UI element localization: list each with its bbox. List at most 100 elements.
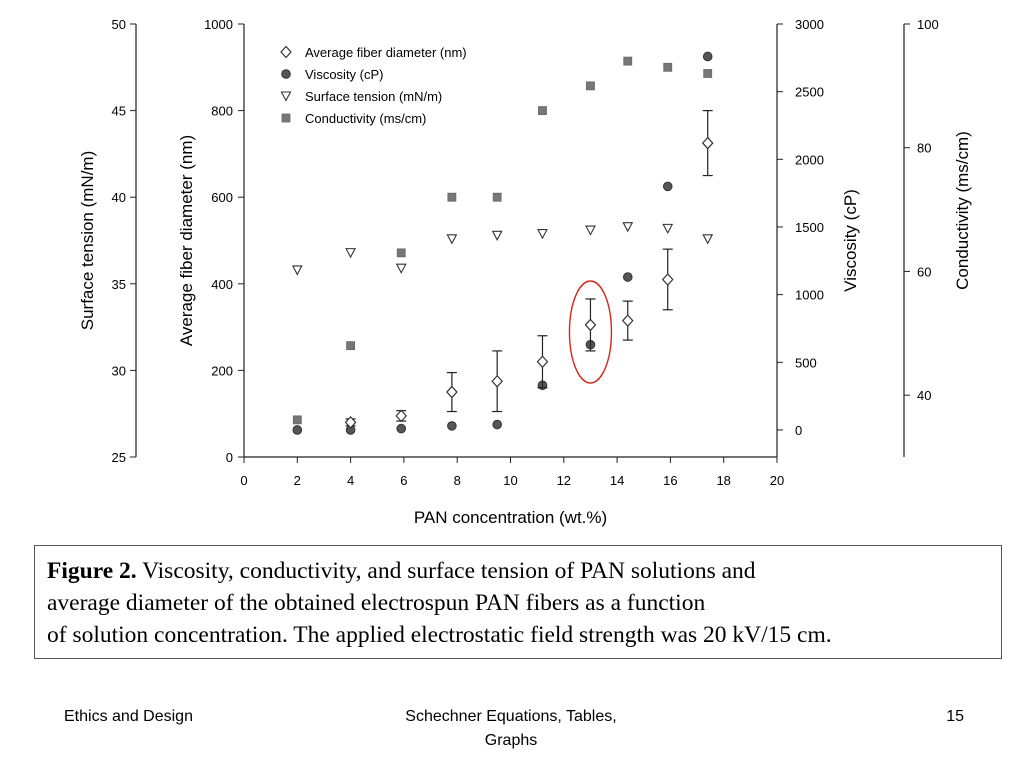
data-point	[446, 234, 458, 245]
caption-line-1: Viscosity, conductivity, and surface ten…	[136, 558, 756, 584]
conductivity-axis-title: Conductivity (ms/cm)	[953, 131, 972, 290]
caption-label: Figure 2.	[47, 558, 137, 584]
data-point	[703, 69, 713, 78]
marks-layer	[291, 51, 714, 435]
conductivity-tick-label: 60	[917, 264, 931, 279]
fiber-diameter-tick-label: 1000	[204, 17, 233, 32]
surface-tension-axis-title: Surface tension (mN/m)	[78, 151, 97, 331]
data-point	[622, 272, 633, 282]
viscosity-tick-label: 3000	[795, 17, 824, 32]
viscosity-tick-label: 1000	[795, 288, 824, 303]
footer-left: Ethics and Design	[64, 708, 193, 725]
data-point	[702, 51, 713, 62]
data-point	[584, 318, 597, 332]
surface-tension-tick-label: 40	[112, 190, 126, 205]
data-point	[536, 355, 549, 369]
data-point	[586, 81, 595, 91]
legend-label: Average fiber diameter (nm)	[305, 45, 467, 60]
x-tick-label: 6	[400, 473, 407, 488]
data-point	[492, 192, 502, 202]
x-tick-label: 4	[347, 473, 354, 488]
legend-label: Conductivity (ms/cm)	[305, 111, 426, 126]
surface-tension-tick-label: 35	[112, 277, 126, 292]
data-point	[291, 265, 303, 276]
data-point	[395, 263, 407, 274]
x-tick-label: 20	[770, 473, 784, 488]
caption-line-3: of solution concentration. The applied e…	[47, 622, 832, 648]
footer-center: Schechner Equations, Tables, Graphs	[358, 705, 664, 753]
x-tick-label: 12	[557, 473, 571, 488]
viscosity-tick-label: 1500	[795, 220, 824, 235]
data-point	[292, 425, 303, 435]
data-point	[662, 223, 674, 235]
surface-tension-tick-label: 30	[112, 363, 126, 378]
highlight-ellipse	[568, 280, 613, 384]
data-point	[702, 234, 714, 245]
figure-caption: Figure 2. Viscosity, conductivity, and s…	[34, 545, 1002, 659]
data-point	[622, 222, 634, 233]
data-point	[585, 225, 596, 236]
footer-center-line-1: Schechner Equations, Tables,	[405, 708, 617, 725]
conductivity-tick-label: 40	[917, 388, 931, 403]
series-surface-tension	[291, 222, 714, 276]
data-point	[346, 341, 356, 351]
data-point	[396, 248, 406, 258]
data-point	[292, 415, 302, 425]
fiber-diameter-axis-title: Average fiber diameter (nm)	[177, 135, 196, 346]
data-point	[701, 136, 714, 150]
data-point	[344, 415, 357, 429]
surface-tension-tick-label: 45	[112, 104, 126, 119]
legend-marker	[280, 91, 292, 102]
axes-layer: 0 2 4 6 8 10 12 14 16 18 20 PAN concentration (wt.%…	[78, 17, 972, 527]
legend-marker	[281, 69, 291, 79]
fiber-diameter-tick-label: 200	[211, 363, 233, 378]
x-axis-title: PAN concentration (wt.%)	[414, 508, 607, 527]
data-point	[661, 273, 674, 286]
fiber-diameter-tick-label: 0	[226, 450, 233, 465]
x-tick-label: 8	[454, 473, 461, 488]
viscosity-tick-label: 0	[795, 423, 802, 438]
legend-label: Surface tension (mN/m)	[305, 89, 442, 104]
caption-line-2: average diameter of the obtained electro…	[47, 590, 706, 616]
data-point	[491, 374, 503, 388]
conductivity-tick-label: 100	[917, 17, 939, 32]
data-point	[623, 56, 633, 66]
data-point	[492, 419, 502, 430]
legend: Average fiber diameter (nm) Viscosity (cP…	[280, 45, 467, 126]
series-conductivity	[292, 56, 713, 425]
data-point	[395, 409, 408, 423]
data-point	[621, 314, 634, 327]
series-fiber-diameter	[344, 109, 714, 429]
conductivity-tick-label: 80	[917, 141, 931, 156]
data-point	[396, 423, 407, 434]
data-point	[345, 248, 357, 259]
x-tick-label: 14	[610, 473, 624, 488]
x-tick-label: 0	[240, 473, 247, 488]
x-tick-label: 2	[294, 473, 301, 488]
data-point	[663, 62, 673, 72]
surface-tension-tick-label: 25	[112, 450, 126, 465]
data-point	[537, 229, 548, 240]
data-point	[662, 181, 673, 192]
fiber-diameter-tick-label: 600	[211, 190, 233, 205]
x-tick-label: 18	[716, 473, 730, 488]
data-point	[447, 421, 457, 431]
fiber-diameter-tick-label: 400	[211, 277, 233, 292]
chart: 0 2 4 6 8 10 12 14 16 18 20 PAN concentration (wt.%…	[78, 17, 972, 527]
viscosity-axis-title: Viscosity (cP)	[841, 189, 860, 292]
series-viscosity	[292, 51, 713, 435]
x-tick-label: 10	[503, 473, 517, 488]
page-number: 15	[946, 708, 964, 725]
legend-marker	[280, 45, 292, 59]
x-tick-label: 16	[663, 473, 677, 488]
legend-marker	[281, 113, 291, 123]
viscosity-tick-label: 2500	[795, 85, 824, 100]
footer-center-line-2: Graphs	[484, 732, 538, 749]
legend-label: Viscosity (cP)	[305, 67, 384, 82]
data-point	[538, 106, 547, 115]
viscosity-tick-label: 2000	[795, 152, 824, 167]
viscosity-tick-label: 500	[795, 355, 817, 370]
surface-tension-tick-label: 50	[112, 17, 126, 32]
data-point	[447, 192, 457, 202]
data-point	[446, 385, 458, 399]
